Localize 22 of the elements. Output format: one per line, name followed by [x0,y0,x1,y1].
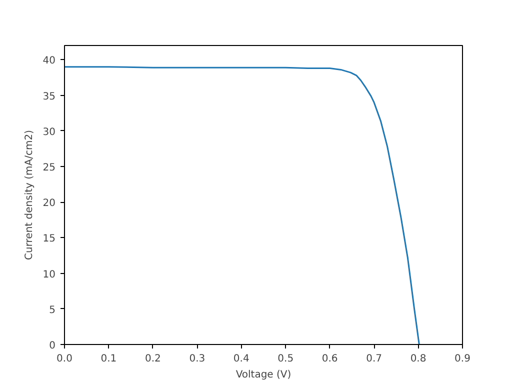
x-tick-label: 0.8 [410,354,426,364]
x-tick-label: 0.0 [56,354,72,364]
line-series [64,66,420,344]
x-tick-label: 0.4 [233,354,250,364]
x-tick-label: 0.7 [366,354,382,364]
x-tick-label: 0.6 [322,354,338,364]
y-tick-label: 35 [42,91,56,102]
x-tick-label: 0.2 [144,354,161,364]
y-tick-label: 20 [42,198,56,210]
y-tick-label: 5 [49,304,56,316]
y-tick-label: 15 [42,234,56,245]
x-tick-label: 0.9 [454,354,470,364]
y-tick-label: 30 [42,126,56,138]
y-tick-label: 0 [49,340,56,352]
x-axis-title: Voltage (V) [236,370,292,380]
x-tick-label: 0.3 [189,354,206,364]
y-tick-label: 25 [42,162,56,174]
y-tick-label: 40 [42,56,56,67]
y-axis-title: Current density (mA/cm2) [24,130,35,260]
x-tick-label: 0.5 [278,354,294,364]
x-tick-label: 0.1 [100,354,117,364]
y-tick-label: 10 [42,269,56,280]
